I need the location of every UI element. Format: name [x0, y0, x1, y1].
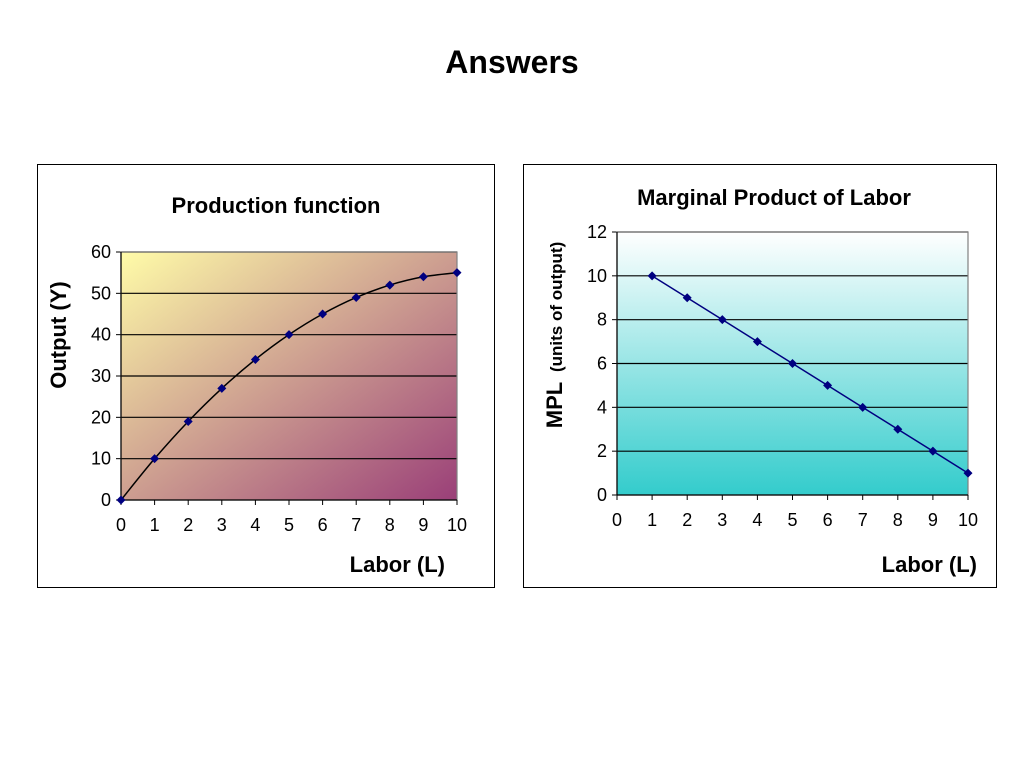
y-tick-label: 0: [597, 485, 607, 505]
marginal-product-chart: Marginal Product of Labor MPL (units of …: [523, 164, 997, 588]
data-point: [116, 495, 126, 505]
data-point: [823, 380, 833, 390]
chart-title: Production function: [172, 193, 381, 218]
y-tick-label: 6: [597, 354, 607, 374]
x-tick-label: 2: [183, 515, 193, 535]
x-tick-label: 5: [787, 510, 797, 530]
y-tick-label: 50: [91, 283, 111, 303]
y-tick-label: 40: [91, 325, 111, 345]
y-tick-label: 20: [91, 407, 111, 427]
x-tick-label: 0: [116, 515, 126, 535]
x-axis-label: Labor (L): [882, 552, 977, 577]
y-tick-label: 10: [587, 266, 607, 286]
y-tick-label: 2: [597, 441, 607, 461]
x-tick-label: 3: [717, 510, 727, 530]
marginal-product-svg: Marginal Product of Labor MPL (units of …: [542, 185, 978, 577]
data-point: [752, 337, 762, 347]
data-point: [788, 359, 797, 368]
data-point: [183, 416, 193, 426]
production-function-svg: Production function Output (Y) Labor (L)…: [46, 193, 467, 577]
data-point: [717, 315, 727, 325]
y-axis-label: MPL (units of output): [542, 242, 567, 428]
data-point: [452, 268, 462, 278]
x-tick-label: 5: [284, 515, 294, 535]
x-tick-label: 9: [418, 515, 428, 535]
x-tick-label: 2: [682, 510, 692, 530]
x-tick-label: 10: [447, 515, 467, 535]
x-tick-label: 1: [647, 510, 657, 530]
x-tick-label: 4: [250, 515, 260, 535]
page-title: Answers: [445, 44, 579, 80]
y-tick-label: 30: [91, 366, 111, 386]
x-tick-label: 3: [217, 515, 227, 535]
x-tick-label: 8: [893, 510, 903, 530]
x-tick-label: 7: [351, 515, 361, 535]
data-point: [250, 354, 260, 364]
x-tick-label: 1: [150, 515, 160, 535]
x-tick-label: 7: [858, 510, 868, 530]
y-tick-label: 60: [91, 242, 111, 262]
x-tick-label: 6: [823, 510, 833, 530]
data-point: [284, 330, 294, 340]
y-tick-label: 8: [597, 310, 607, 330]
data-point: [682, 293, 692, 303]
x-axis-label: Labor (L): [350, 552, 445, 577]
x-tick-label: 10: [958, 510, 978, 530]
data-point: [963, 468, 973, 478]
x-tick-label: 9: [928, 510, 938, 530]
x-tick-label: 6: [318, 515, 328, 535]
y-tick-label: 12: [587, 222, 607, 242]
data-point: [385, 280, 395, 290]
data-point: [351, 292, 361, 302]
chart-title: Marginal Product of Labor: [637, 185, 911, 210]
production-function-chart: Production function Output (Y) Labor (L)…: [37, 164, 495, 588]
data-point: [150, 454, 160, 464]
data-point: [928, 446, 938, 456]
y-tick-label: 0: [101, 490, 111, 510]
y-axis-label-main: MPL: [542, 382, 567, 428]
y-tick-label: 10: [91, 449, 111, 469]
data-point: [318, 309, 328, 319]
data-point: [647, 271, 657, 281]
y-axis-label-unit: (units of output): [547, 242, 566, 372]
data-point: [858, 402, 868, 412]
data-point: [893, 424, 903, 434]
x-tick-label: 0: [612, 510, 622, 530]
y-tick-label: 4: [597, 397, 607, 417]
data-point: [217, 383, 227, 393]
series-line: [651, 275, 969, 474]
y-axis-label: Output (Y): [46, 281, 71, 389]
x-tick-label: 8: [385, 515, 395, 535]
x-tick-label: 4: [752, 510, 762, 530]
data-point: [418, 272, 428, 282]
